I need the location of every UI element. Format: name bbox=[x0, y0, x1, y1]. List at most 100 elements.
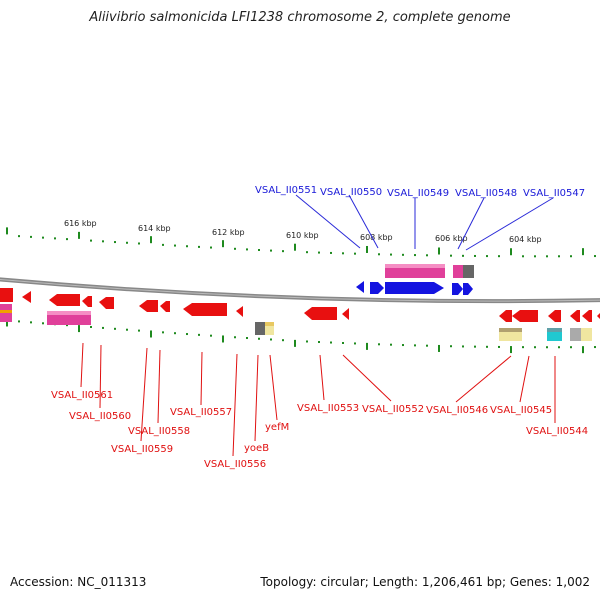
feature-grey-reverse[interactable] bbox=[255, 322, 265, 335]
gene-vsal-ii0549[interactable] bbox=[385, 282, 444, 294]
gene-vsal-ii0559[interactable] bbox=[99, 297, 114, 309]
minor-tick bbox=[198, 333, 200, 336]
minor-tick bbox=[42, 236, 44, 239]
gene-vsal-ii0546[interactable] bbox=[499, 310, 512, 322]
label-vsal-ii0544[interactable]: VSAL_II0544 bbox=[526, 426, 588, 437]
gene-right-a[interactable] bbox=[570, 310, 580, 322]
upper-tick-ring bbox=[6, 227, 596, 258]
kbp-label-612: 612 kbp bbox=[212, 228, 245, 237]
minor-tick bbox=[66, 324, 68, 327]
minor-tick bbox=[114, 241, 116, 244]
gene-vsal-ii0547[interactable] bbox=[463, 283, 473, 295]
gene-left-small[interactable] bbox=[22, 291, 31, 303]
label-vsal-ii0552[interactable]: VSAL_II0552 bbox=[362, 404, 424, 415]
major-tick bbox=[510, 346, 512, 354]
minor-tick bbox=[318, 341, 320, 344]
minor-tick bbox=[390, 253, 392, 256]
minor-tick bbox=[570, 255, 572, 258]
minor-tick bbox=[90, 326, 92, 329]
gene-vsal-ii0550[interactable] bbox=[370, 282, 384, 294]
minor-tick bbox=[54, 237, 56, 240]
label-vsal-ii0560[interactable]: VSAL_II0560 bbox=[69, 411, 131, 422]
gene-left-edge[interactable] bbox=[0, 288, 13, 302]
accession-text: Accession: NC_011313 bbox=[10, 575, 147, 589]
feature-pink-forward-small[interactable] bbox=[453, 265, 463, 278]
minor-tick bbox=[138, 329, 140, 332]
major-tick bbox=[582, 346, 584, 354]
minor-tick bbox=[342, 341, 344, 344]
minor-tick bbox=[486, 255, 488, 258]
label-vsal-ii0548[interactable]: VSAL_II0548 bbox=[455, 188, 517, 199]
minor-tick bbox=[462, 254, 464, 257]
label-vsal-ii0559[interactable]: VSAL_II0559 bbox=[111, 444, 173, 455]
label-vsal-ii0550[interactable]: VSAL_II0550 bbox=[320, 187, 382, 198]
gene-vsal-ii0548[interactable] bbox=[452, 283, 463, 295]
minor-tick bbox=[486, 345, 488, 348]
minor-tick bbox=[342, 252, 344, 255]
label-vsal-ii0556[interactable]: VSAL_II0556 bbox=[204, 459, 266, 470]
label-vsal-ii0558[interactable]: VSAL_II0558 bbox=[128, 426, 190, 437]
minor-tick bbox=[426, 254, 428, 257]
minor-tick bbox=[474, 345, 476, 348]
minor-tick bbox=[318, 251, 320, 254]
gene-vsal-ii0556[interactable] bbox=[236, 306, 243, 317]
minor-tick bbox=[282, 250, 284, 253]
gene-vsal-ii0553[interactable] bbox=[304, 307, 337, 320]
minor-tick bbox=[414, 254, 416, 257]
gene-vsal-ii0561[interactable] bbox=[49, 294, 80, 306]
gene-vsal-ii0558b[interactable] bbox=[160, 301, 170, 312]
minor-tick bbox=[174, 244, 176, 247]
label-vsal-ii0547[interactable]: VSAL_II0547 bbox=[523, 188, 585, 199]
major-tick bbox=[78, 325, 80, 333]
gene-right-b[interactable] bbox=[582, 310, 592, 322]
label-vsal-ii0553[interactable]: VSAL_II0553 bbox=[297, 403, 359, 414]
major-tick bbox=[294, 243, 296, 251]
kbp-label-614: 614 kbp bbox=[138, 224, 171, 233]
major-tick bbox=[438, 247, 440, 255]
kbp-label-606: 606 kbp bbox=[435, 234, 468, 243]
feature-yellow-reverse[interactable] bbox=[265, 322, 274, 335]
gene-vsal-ii0557[interactable] bbox=[183, 303, 227, 316]
minor-tick bbox=[246, 248, 248, 251]
minor-tick bbox=[210, 334, 212, 337]
gene-vsal-ii0552[interactable] bbox=[342, 308, 349, 320]
minor-tick bbox=[162, 331, 164, 334]
major-tick bbox=[438, 344, 440, 352]
feature-grey-right[interactable] bbox=[570, 328, 581, 341]
gene-vsal-ii0545[interactable] bbox=[512, 310, 538, 322]
label-vsal-ii0545[interactable]: VSAL_II0545 bbox=[490, 405, 552, 416]
major-tick bbox=[6, 227, 8, 235]
major-tick bbox=[150, 236, 152, 244]
gene-vsal-ii0551[interactable] bbox=[356, 281, 364, 293]
forward-leader-lines bbox=[295, 194, 554, 251]
minor-tick bbox=[234, 247, 236, 250]
minor-tick bbox=[594, 255, 596, 258]
label-yefm[interactable]: yefM bbox=[265, 422, 289, 433]
map-title: Aliivibrio salmonicida LFI1238 chromosom… bbox=[89, 10, 511, 25]
label-vsal-ii0557[interactable]: VSAL_II0557 bbox=[170, 407, 232, 418]
minor-tick bbox=[414, 344, 416, 347]
feature-grey-forward[interactable] bbox=[463, 265, 474, 278]
minor-tick bbox=[210, 246, 212, 249]
minor-tick bbox=[450, 254, 452, 257]
minor-tick bbox=[522, 346, 524, 349]
minor-tick bbox=[426, 344, 428, 347]
label-vsal-ii0546[interactable]: VSAL_II0546 bbox=[426, 405, 488, 416]
gene-vsal-ii0560[interactable] bbox=[82, 296, 92, 307]
minor-tick bbox=[42, 322, 44, 325]
gene-vsal-ii0558[interactable] bbox=[139, 300, 158, 312]
feature-yellow-far-right[interactable] bbox=[581, 328, 592, 341]
label-vsal-ii0561[interactable]: VSAL_II0561 bbox=[51, 390, 113, 401]
minor-tick bbox=[522, 255, 524, 258]
major-tick bbox=[510, 248, 512, 256]
gene-right-c[interactable] bbox=[597, 312, 600, 320]
minor-tick bbox=[546, 255, 548, 258]
major-tick bbox=[78, 231, 80, 239]
kbp-label-608: 608 kbp bbox=[360, 233, 393, 242]
label-yoeb[interactable]: yoeB bbox=[244, 443, 269, 454]
label-vsal-ii0549[interactable]: VSAL_II0549 bbox=[387, 188, 449, 199]
label-vsal-ii0551[interactable]: VSAL_II0551 bbox=[255, 185, 317, 196]
gene-vsal-ii0544[interactable] bbox=[548, 310, 561, 322]
minor-tick bbox=[402, 253, 404, 256]
